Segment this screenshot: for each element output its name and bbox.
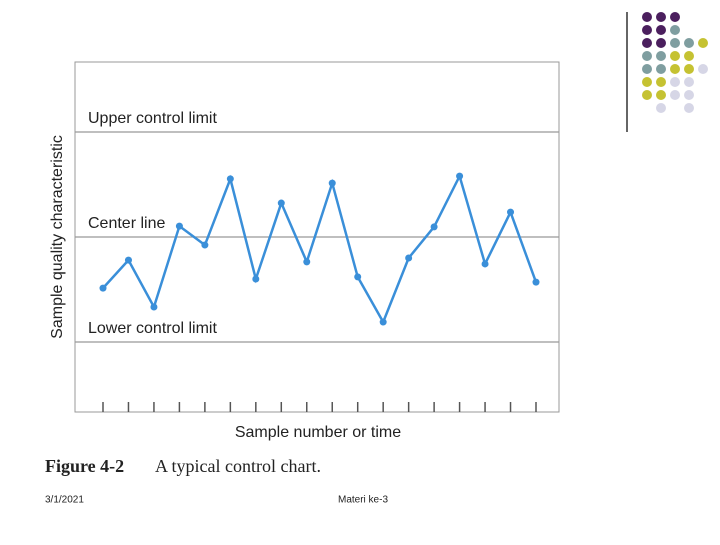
data-point — [303, 258, 311, 266]
data-point — [201, 241, 209, 249]
x-axis-label: Sample number or time — [235, 424, 401, 441]
data-point — [532, 278, 540, 286]
series-line — [102, 172, 538, 325]
control-line-label: Upper control limit — [88, 110, 217, 127]
data-point — [226, 175, 234, 183]
caption-number: Figure 4-2 — [45, 456, 124, 476]
footer-text: Materi ke-3 — [338, 495, 388, 506]
data-point — [354, 273, 362, 281]
decor-dots — [642, 12, 708, 113]
caption-text: A typical control chart. — [155, 456, 321, 476]
data-point — [430, 223, 438, 231]
data-point — [405, 254, 413, 262]
data-point — [507, 208, 515, 216]
data-point — [150, 303, 158, 311]
data-point — [456, 172, 464, 180]
data-point — [328, 179, 336, 187]
data-point — [379, 318, 387, 326]
y-axis-label: Sample quality characteristic — [49, 135, 66, 339]
footer-date: 3/1/2021 — [45, 495, 84, 506]
data-point — [252, 275, 260, 283]
control-line-label: Center line — [88, 215, 165, 232]
data-point — [277, 199, 285, 207]
data-point — [124, 256, 132, 264]
data-point — [175, 222, 183, 230]
control-line-label: Lower control limit — [88, 320, 217, 337]
data-point — [481, 260, 489, 268]
data-point — [99, 284, 107, 292]
